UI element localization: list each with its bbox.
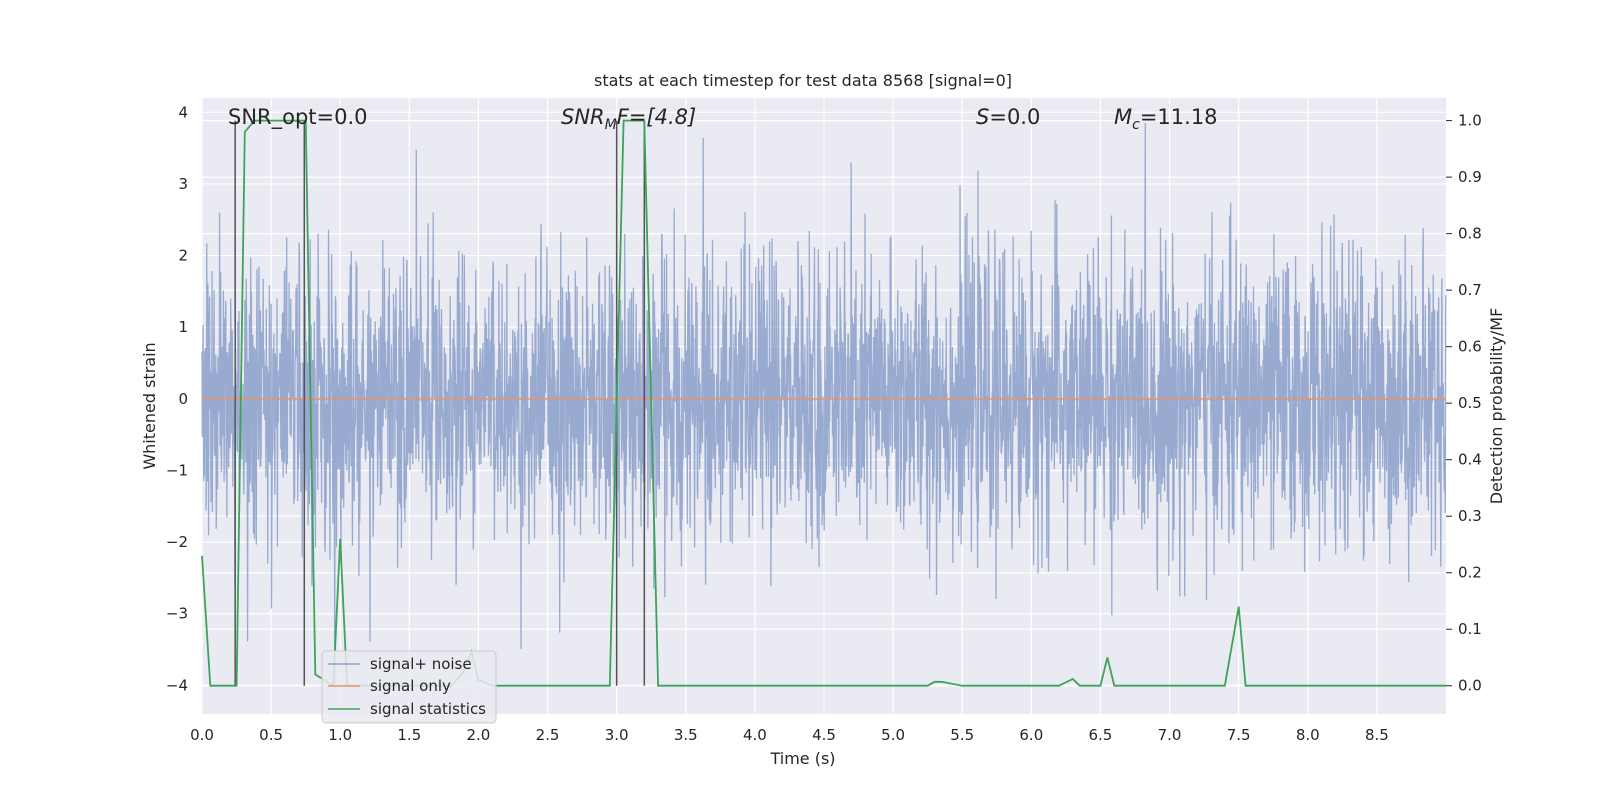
y2-tick-label: 0.8 [1458,225,1482,243]
y-tick-label: −3 [166,605,188,623]
x-tick-label: 0.0 [190,726,214,744]
noise-trace [201,123,1447,684]
chart-title: stats at each timestep for test data 856… [594,71,1012,90]
x-tick-label: 2.0 [467,726,491,744]
y2-tick-label: 0.0 [1458,677,1482,695]
x-tick-label: 3.5 [674,726,698,744]
legend-label-signal-only: signal only [370,677,451,695]
y2-tick-label: 1.0 [1458,112,1482,130]
y2-tick-label: 0.5 [1458,394,1482,412]
y-tick-label: −2 [166,533,188,551]
y-tick-label: 4 [178,103,188,121]
y2-tick-label: 0.4 [1458,451,1482,469]
y2-axis-label: Detection probability/MF [1487,308,1506,505]
y-tick-label: −4 [166,676,188,694]
legend: signal+ noise signal only signal statist… [321,650,497,724]
y2-tick-label: 0.9 [1458,168,1482,186]
y-tick-label: 1 [178,318,188,336]
annotation-s-rest: =0.0 [989,105,1040,129]
y2-tick-label: 0.3 [1458,507,1482,525]
annotation-snr-opt: SNR_opt=0.0 [228,105,368,130]
x-tick-label: 3.0 [605,726,629,744]
y2-tick-label: 0.7 [1458,281,1482,299]
y2-tick-label: 0.6 [1458,338,1482,356]
y-tick-label: 3 [178,175,188,193]
annotation-snr-mf-rest: F=[4.8] [617,105,696,129]
x-tick-label: 6.0 [1019,726,1043,744]
y2-tick-label: 0.1 [1458,620,1482,638]
x-tick-label: 8.0 [1296,726,1320,744]
x-tick-label: 4.5 [812,726,836,744]
y2-axis-ticks: 0.0 0.1 0.2 0.3 0.4 0.5 0.6 0.7 0.8 0.9 1.0 [1446,112,1482,695]
annotation-mc-sub: c [1132,117,1140,133]
annotation-mc-main: M [1114,105,1132,129]
annotation-mc-rest: =11.18 [1140,105,1218,129]
x-tick-label: 1.0 [328,726,352,744]
x-axis-label: Time (s) [769,749,835,768]
x-tick-label: 2.5 [536,726,560,744]
y-tick-label: −1 [166,461,188,479]
x-tick-label: 7.0 [1158,726,1182,744]
legend-box [321,650,497,724]
x-tick-label: 5.0 [881,726,905,744]
y2-tick-label: 0.2 [1458,564,1482,582]
x-tick-label: 7.5 [1227,726,1251,744]
annotation-s-main: S [976,105,989,129]
annotation-snr-mf: SNRMF=[4.8] [561,105,696,133]
annotation-snr-mf-sub: M [605,117,617,133]
x-tick-label: 5.5 [950,726,974,744]
series-signal-plus-noise [201,123,1447,684]
x-tick-label: 1.5 [397,726,421,744]
x-tick-label: 8.5 [1365,726,1389,744]
x-tick-label: 0.5 [259,726,283,744]
annotation-snr-mf-main: SNR [561,105,605,129]
legend-label-signal-plus-noise: signal+ noise [370,655,472,673]
y-axis-label: Whitened strain [140,342,159,469]
annotation-mc: Mc=11.18 [1114,105,1218,133]
legend-label-signal-statistics: signal statistics [370,700,486,718]
x-tick-label: 6.5 [1089,726,1113,744]
x-tick-label: 4.0 [743,726,767,744]
y-axis-ticks: −4 −3 −2 −1 0 1 2 3 4 [166,103,188,694]
y-tick-label: 0 [178,390,188,408]
y-tick-label: 2 [178,247,188,265]
annotation-s: S=0.0 [976,105,1040,129]
x-axis-ticks: 0.0 0.5 1.0 1.5 2.0 2.5 3.0 3.5 4.0 4.5 5.0 5.5 6.0 6… [190,726,1389,744]
